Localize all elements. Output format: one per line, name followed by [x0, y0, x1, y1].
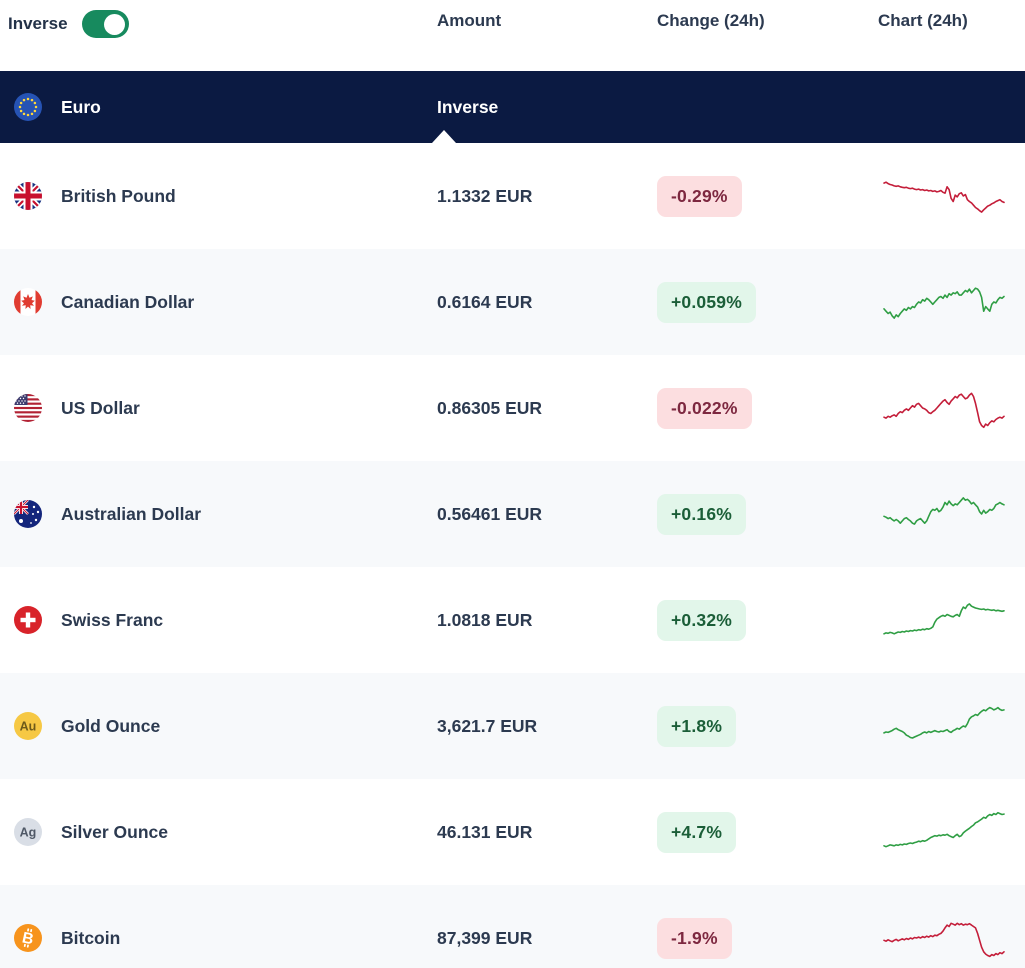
inverse-toggle[interactable] [81, 10, 129, 38]
eu-flag-icon [14, 93, 42, 121]
sparkline-chart [878, 274, 1025, 330]
currency-name: Canadian Dollar [61, 291, 195, 312]
currency-name: US Dollar [61, 397, 140, 418]
currency-name: Silver Ounce [61, 821, 168, 842]
currency-amount: 1.1332 EUR [437, 185, 533, 206]
canada-flag-icon [14, 288, 42, 316]
currency-row[interactable]: Canadian Dollar 0.6164 EUR +0.059% [0, 249, 1025, 355]
currency-name: Bitcoin [61, 927, 121, 948]
currency-row[interactable]: Au Gold Ounce 3,621.7 EUR +1.8% [0, 673, 1025, 779]
change-badge: -0.022% [657, 387, 752, 429]
change-badge: +0.32% [657, 599, 747, 641]
gold-au-icon: Au [14, 712, 42, 740]
base-currency-name: Euro [61, 96, 101, 117]
sparkline-chart [878, 168, 1025, 224]
svg-text:Au: Au [20, 720, 37, 734]
change-badge: +0.16% [657, 493, 747, 535]
currency-row[interactable]: British Pound 1.1332 EUR -0.29% [0, 143, 1025, 249]
row-caret-up-icon [432, 130, 456, 143]
sparkline-chart [878, 592, 1025, 648]
svg-text:Ag: Ag [20, 826, 37, 840]
change-badge: -0.29% [657, 175, 742, 217]
sparkline-chart [878, 380, 1025, 436]
inverse-toggle-label: Inverse [8, 14, 68, 33]
sparkline-chart [878, 698, 1025, 754]
currency-amount: 0.56461 EUR [437, 503, 543, 524]
currency-name: British Pound [61, 185, 176, 206]
toggle-knob-icon [103, 13, 125, 35]
bitcoin-icon: B [14, 924, 42, 952]
table-header: Inverse Amount Change (24h) Chart (24h) [0, 0, 1025, 71]
base-amount-label: Inverse [437, 96, 499, 117]
currency-name: Australian Dollar [61, 503, 202, 524]
column-header-chart: Chart (24h) [878, 11, 968, 30]
currency-amount: 0.6164 EUR [437, 291, 533, 312]
currency-amount: 87,399 EUR [437, 927, 533, 948]
sparkline-chart [878, 804, 1025, 860]
australia-flag-icon [14, 500, 42, 528]
switzerland-flag-icon [14, 606, 42, 634]
currency-name: Gold Ounce [61, 715, 161, 736]
currency-row[interactable]: US Dollar 0.86305 EUR -0.022% [0, 355, 1025, 461]
currency-row[interactable]: B Bitcoin 87,399 EUR -1.9% [0, 885, 1025, 968]
column-header-amount[interactable]: Amount [437, 11, 502, 30]
sparkline-chart [878, 486, 1025, 542]
silver-ag-icon: Ag [14, 818, 42, 846]
column-header-change[interactable]: Change (24h) [657, 11, 765, 30]
change-badge: +0.059% [657, 281, 756, 323]
change-badge: +1.8% [657, 705, 737, 747]
currency-row[interactable]: Ag Silver Ounce 46.131 EUR +4.7% [0, 779, 1025, 885]
currency-amount: 0.86305 EUR [437, 397, 543, 418]
sparkline-chart [878, 910, 1025, 966]
currency-amount: 46.131 EUR [437, 821, 533, 842]
svg-text:B: B [21, 929, 35, 948]
currency-row[interactable]: Swiss Franc 1.0818 EUR +0.32% [0, 567, 1025, 673]
base-currency-row[interactable]: Euro Inverse [0, 71, 1025, 143]
currency-name: Swiss Franc [61, 609, 164, 630]
currency-amount: 1.0818 EUR [437, 609, 533, 630]
change-badge: -1.9% [657, 917, 732, 959]
currency-row[interactable]: Australian Dollar 0.56461 EUR +0.16% [0, 461, 1025, 567]
currency-amount: 3,621.7 EUR [437, 715, 538, 736]
uk-flag-icon [14, 182, 42, 210]
currency-rows: British Pound 1.1332 EUR -0.29% Canadian… [0, 143, 1025, 968]
change-badge: +4.7% [657, 811, 737, 853]
us-flag-icon [14, 394, 42, 422]
